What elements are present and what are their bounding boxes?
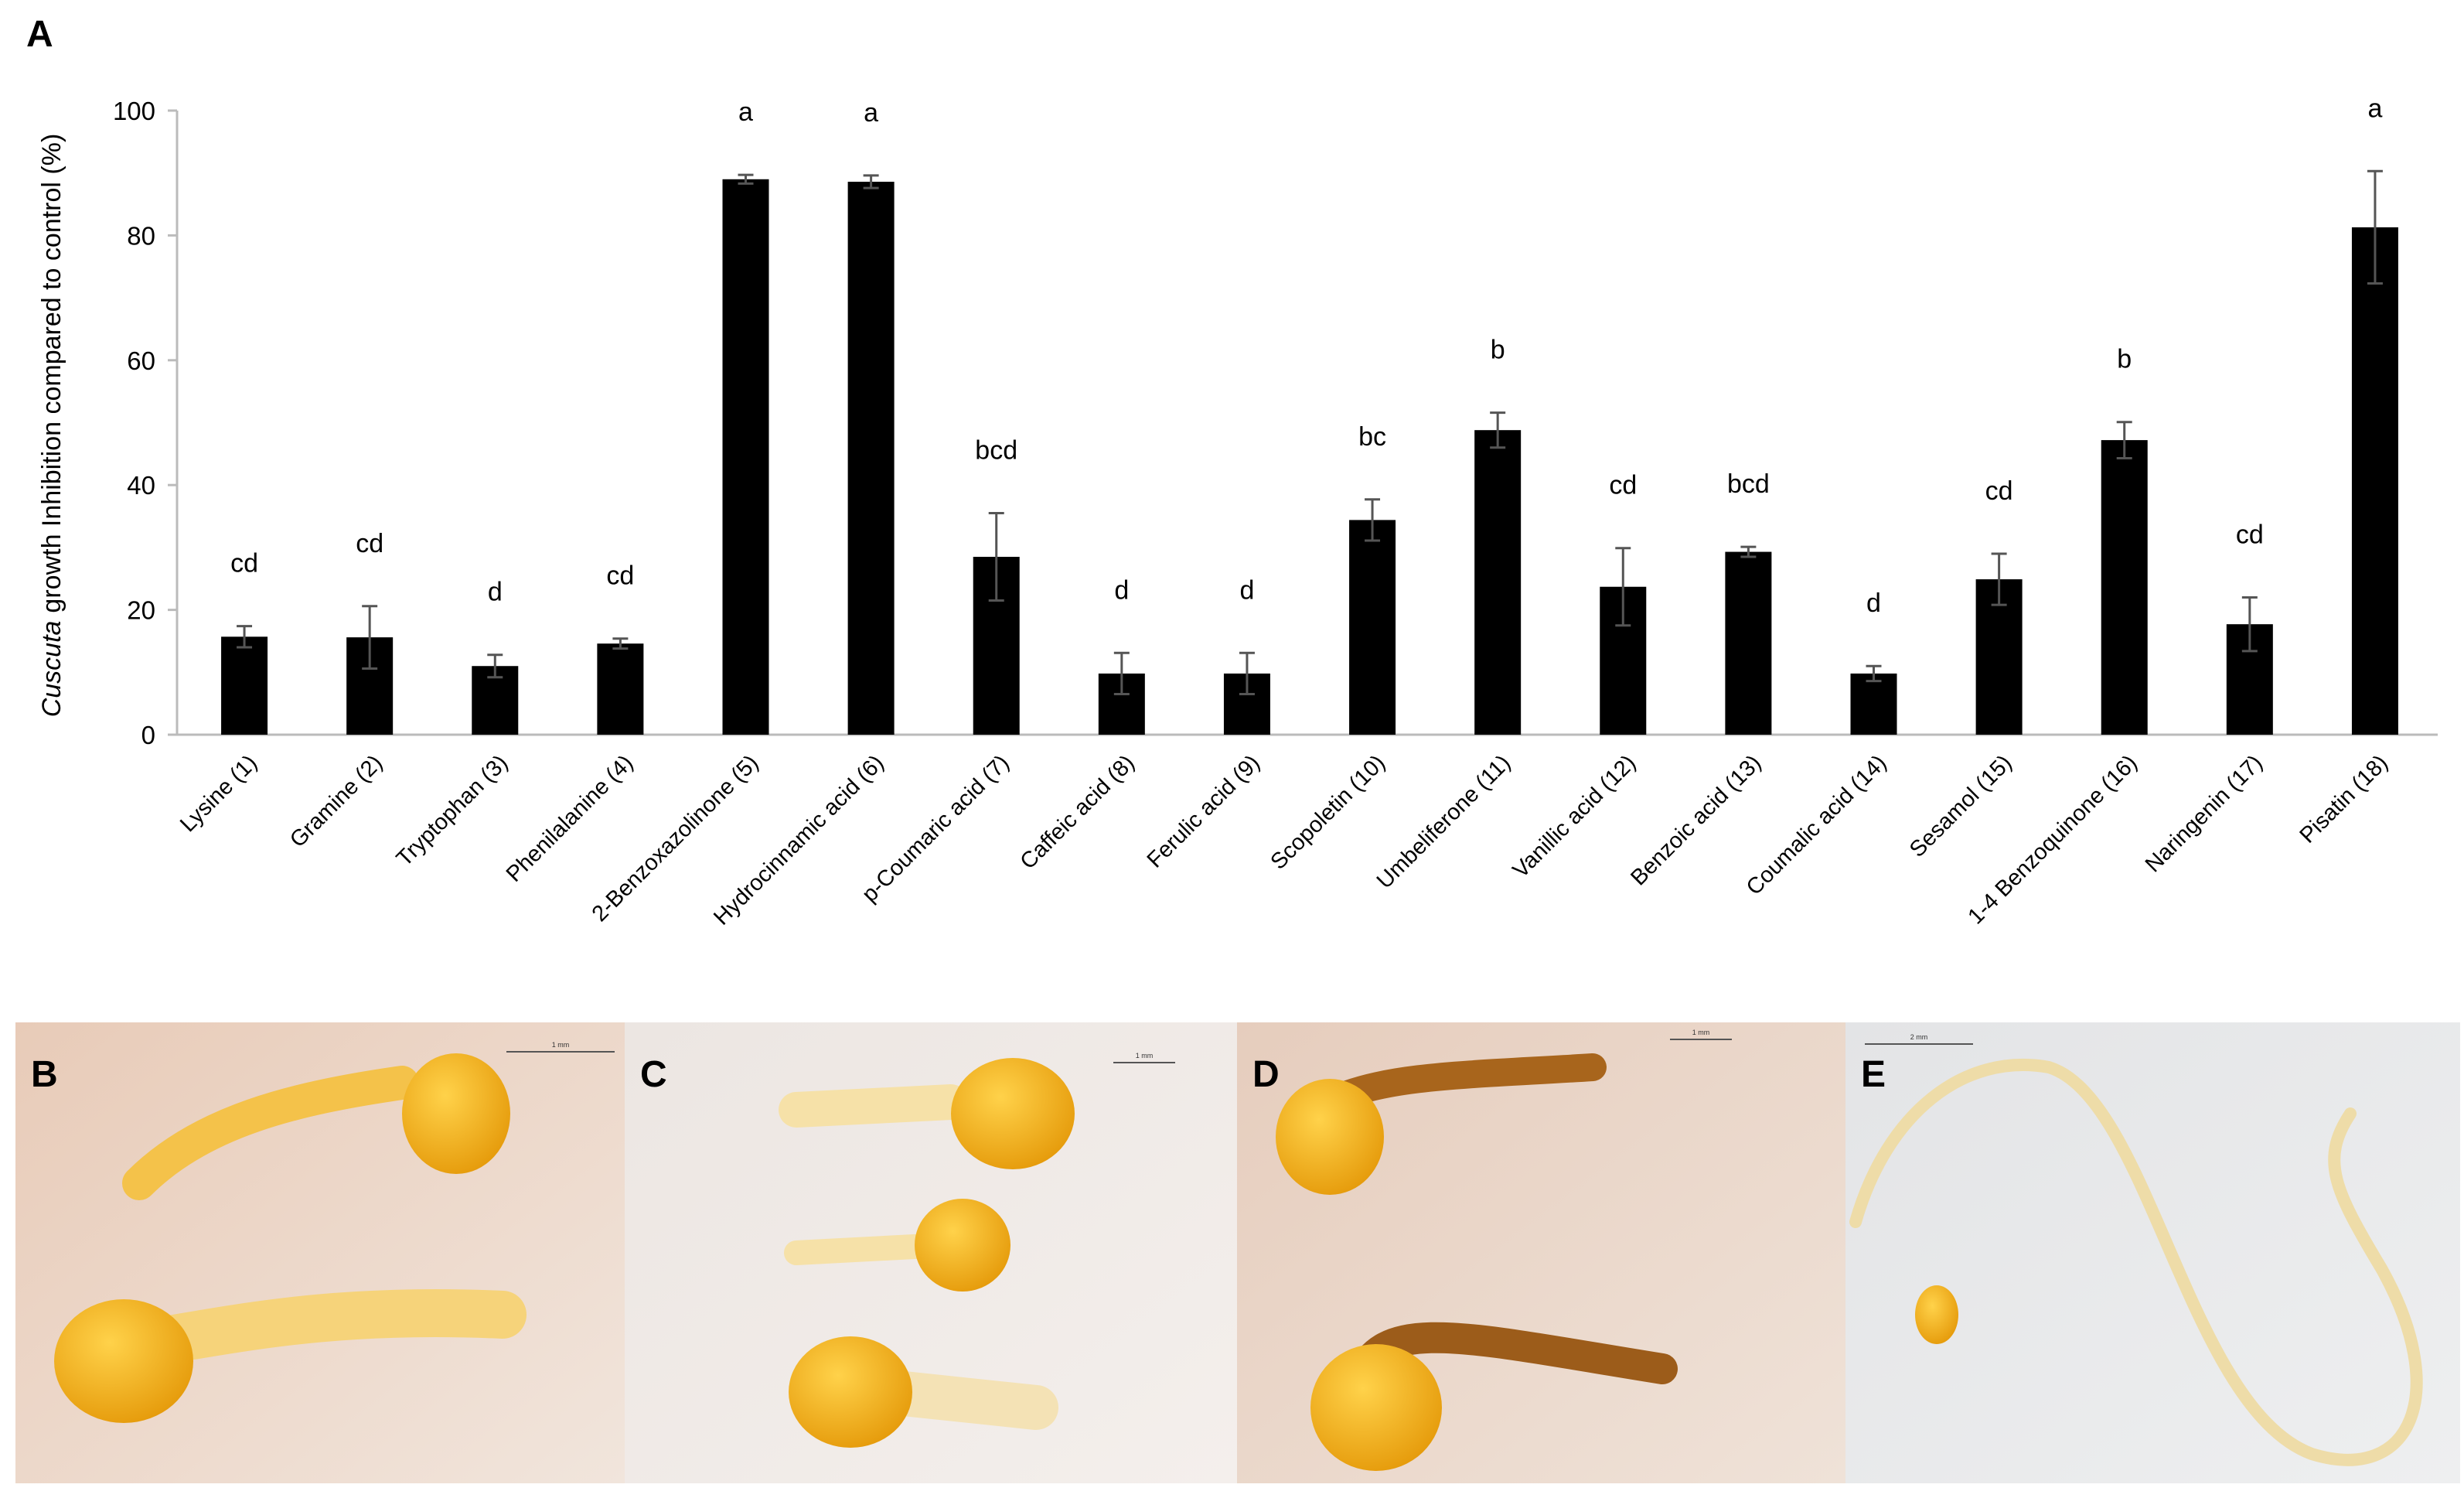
x-tick-label: Tryptophan (3)	[392, 750, 513, 871]
significance-label: d	[1239, 575, 1254, 605]
scale-bar-label: 1 mm	[1692, 1029, 1710, 1036]
significance-label: bc	[1358, 422, 1386, 452]
x-tick-label: Naringenin (17)	[2141, 750, 2268, 877]
error-bar	[1490, 411, 1506, 449]
significance-label: cd	[606, 561, 634, 591]
photo-panels	[15, 1022, 2460, 1483]
x-tick-label: Gramine (2)	[285, 750, 387, 852]
x-tick-label: Phenilalanine (4)	[502, 750, 639, 887]
error-bar	[988, 512, 1004, 602]
x-tick-label: Ferulic acid (9)	[1143, 750, 1265, 872]
y-tick-label: 100	[113, 97, 155, 125]
scale-bar-label: 1 mm	[552, 1041, 570, 1049]
error-bar	[1365, 498, 1381, 542]
x-tick-label: Benzoic acid (13)	[1626, 750, 1766, 890]
error-bar	[1113, 651, 1130, 696]
bar	[221, 636, 268, 735]
y-tick-label: 40	[127, 471, 155, 500]
error-bar	[237, 625, 253, 649]
y-tick-label: 20	[127, 596, 155, 625]
bar	[2101, 440, 2148, 735]
error-bar	[2367, 169, 2383, 285]
y-axis-label-text: growth Inhibition compared to control (%…	[37, 134, 66, 613]
significance-label: bcd	[975, 436, 1017, 466]
error-bar	[1866, 664, 1882, 683]
significance-label: d	[488, 578, 503, 607]
significance-label: cd	[1609, 471, 1637, 500]
panel-label: D	[1252, 1054, 1280, 1095]
significance-label: b	[2117, 345, 2132, 374]
x-tick-label: Lysine (1)	[176, 750, 262, 837]
photo-b	[15, 1022, 625, 1483]
bar	[597, 643, 644, 735]
x-tick-label: Caffeic acid (8)	[1016, 750, 1140, 874]
error-bar	[863, 174, 879, 189]
error-bar	[1615, 547, 1631, 627]
photo-e	[1845, 1022, 2460, 1483]
x-tick-label: Vanillic acid (12)	[1508, 750, 1641, 883]
y-tick-label: 80	[127, 221, 155, 250]
significance-label: d	[1114, 575, 1129, 605]
bar	[847, 181, 895, 735]
significance-label: a	[738, 97, 753, 127]
panel-label: B	[31, 1054, 58, 1095]
bar	[1474, 430, 1522, 735]
error-bar	[2116, 421, 2132, 459]
significance-label: d	[1866, 589, 1881, 618]
x-tick-label: Umbeliferone (11)	[1372, 750, 1515, 893]
bar	[722, 179, 769, 735]
x-tick-label: Pisatin (18)	[2295, 750, 2393, 848]
error-bar	[2241, 595, 2258, 653]
significance-label: b	[1491, 336, 1505, 365]
significance-label: bcd	[1727, 469, 1770, 499]
x-tick-label: Sesamol (15)	[1905, 750, 2017, 862]
panel-label: C	[640, 1054, 667, 1095]
significance-label: a	[864, 98, 878, 128]
significance-label: a	[2367, 94, 2382, 123]
scale-bar-label: 1 mm	[1136, 1052, 1154, 1060]
significance-label: cd	[356, 529, 383, 558]
photo-d	[1237, 1022, 1845, 1483]
significance-label: cd	[2236, 520, 2264, 549]
x-tick-label: Coumalic acid (14)	[1742, 750, 1892, 900]
bar	[2351, 227, 2398, 735]
significance-label: cd	[230, 549, 258, 578]
y-axis-label-species: Cuscuta	[37, 621, 66, 718]
photo-c	[625, 1022, 1237, 1483]
error-bar	[1740, 545, 1757, 558]
bar	[1349, 520, 1396, 735]
scale-bar-label: 2 mm	[1910, 1033, 1928, 1041]
panel-label: E	[1861, 1054, 1886, 1095]
significance-label: cd	[1985, 476, 2013, 506]
error-bar	[1239, 651, 1255, 696]
y-tick-label: 60	[127, 346, 155, 375]
error-bar	[1991, 552, 2007, 606]
error-bar	[487, 653, 503, 679]
error-bar	[612, 637, 629, 650]
y-axis-label: Cuscuta growth Inhibition compared to con…	[37, 134, 66, 718]
y-tick-label: 0	[141, 721, 155, 749]
bar	[1725, 551, 1772, 735]
error-bar	[362, 605, 378, 670]
x-tick-label: Scopoletin (10)	[1266, 750, 1390, 875]
panel-label: A	[26, 14, 53, 55]
bar	[1850, 673, 1897, 735]
error-bar	[738, 173, 754, 185]
